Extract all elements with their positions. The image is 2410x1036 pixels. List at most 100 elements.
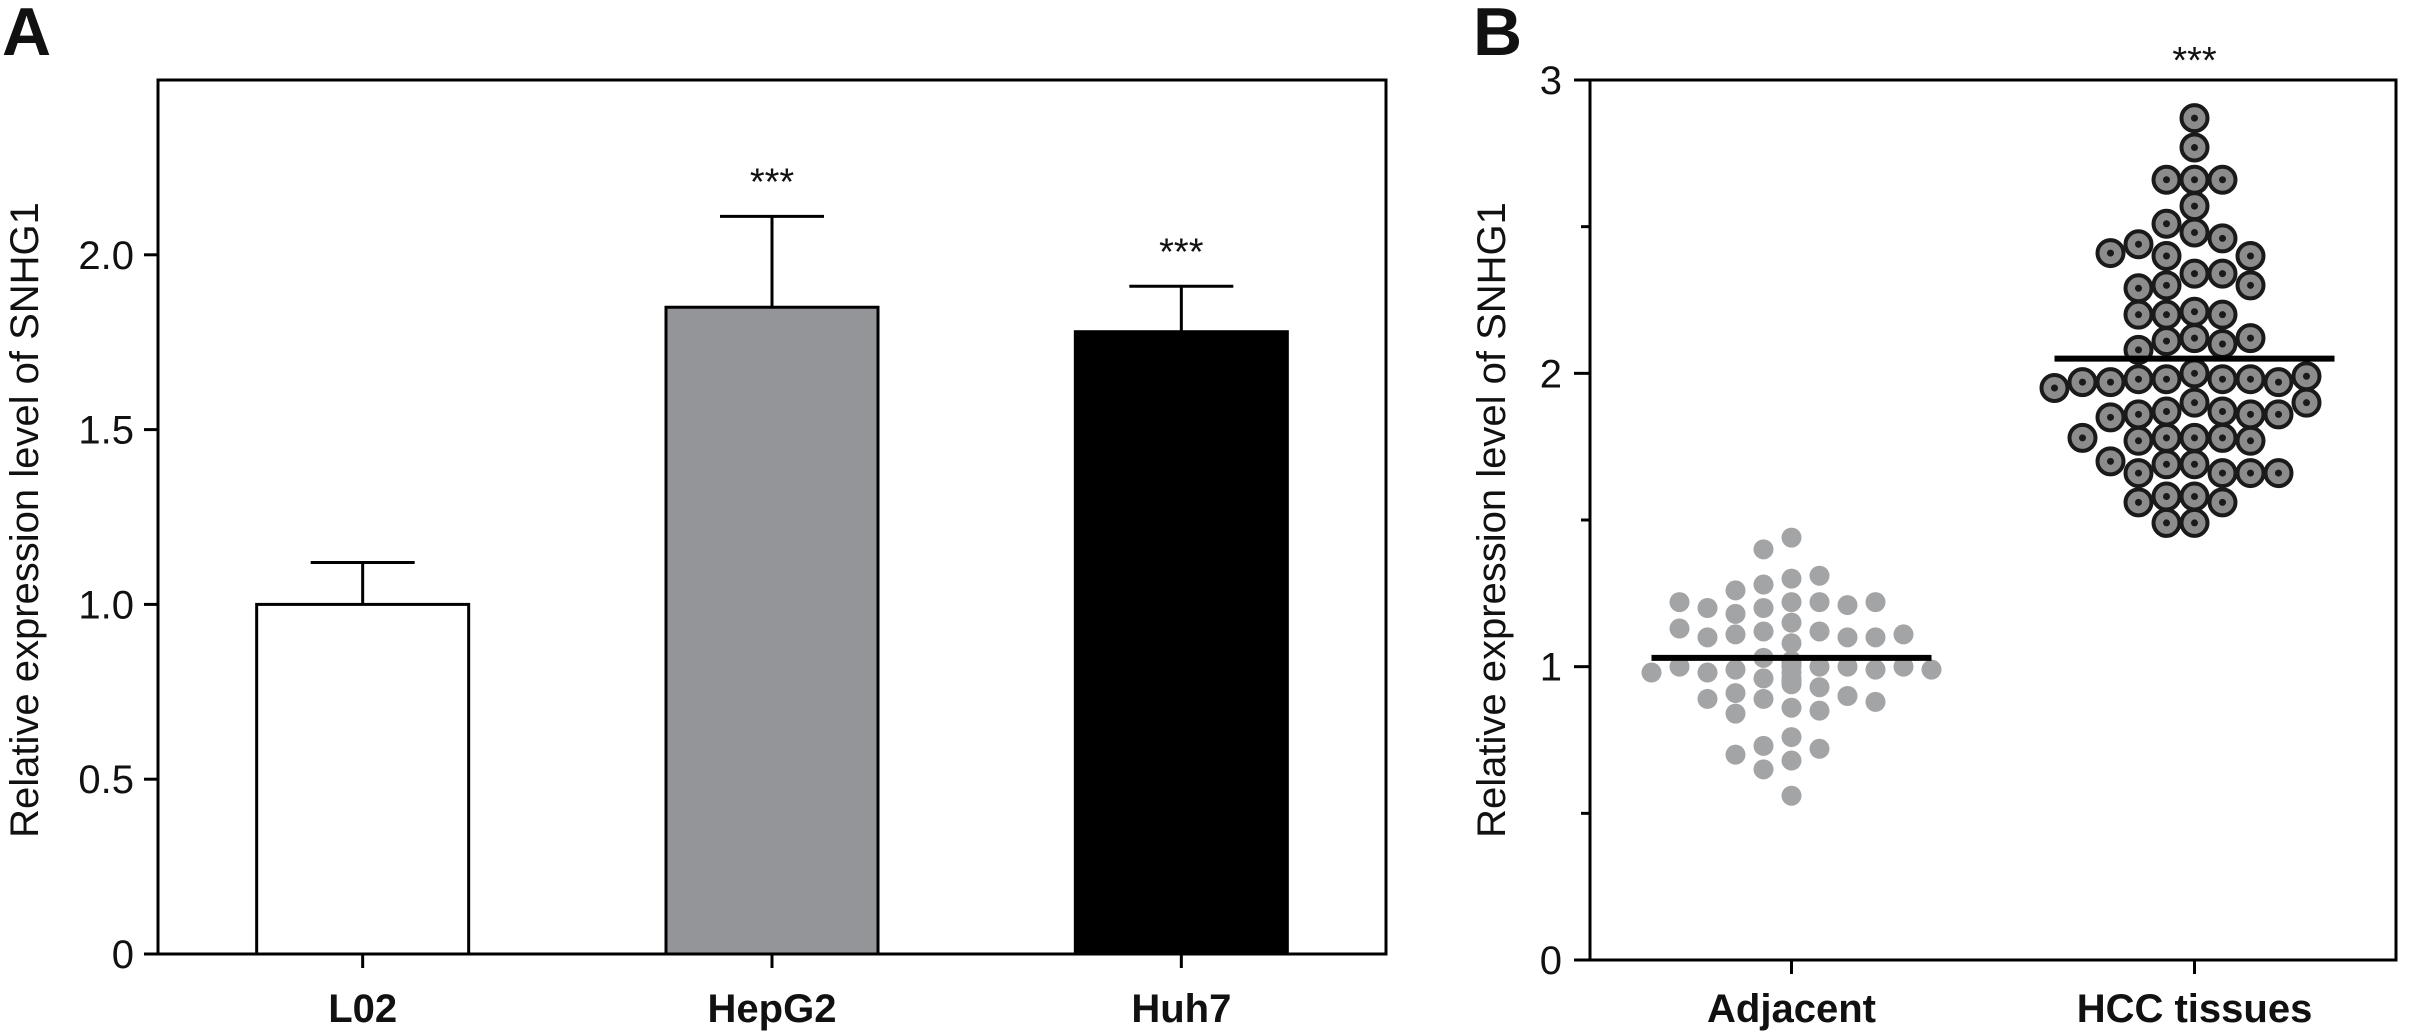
data-point-center [2191, 270, 2198, 278]
data-point-center [2163, 493, 2170, 501]
data-point-center [2135, 469, 2142, 477]
data-point [1725, 683, 1746, 704]
data-point-center [2247, 437, 2254, 445]
data-point-center [2275, 378, 2282, 386]
y-axis-ticks-b: 0 1 2 3 [1540, 59, 1590, 983]
data-point [1725, 659, 1746, 680]
y-tick-label: 0 [1540, 939, 1562, 983]
data-point-center [2303, 372, 2310, 380]
data-point [1753, 539, 1774, 560]
data-point [1865, 592, 1886, 613]
data-point [1669, 592, 1690, 613]
data-point [1837, 656, 1858, 677]
x-category-label: Huh7 [1131, 987, 1231, 1031]
data-point [1697, 598, 1718, 618]
data-point-center [2219, 311, 2226, 319]
data-point-center [2163, 460, 2170, 468]
data-point-center [2219, 270, 2226, 278]
data-point [1725, 703, 1746, 724]
data-point-center [2163, 176, 2170, 184]
data-point [1837, 686, 1858, 706]
bars-a: *** *** [255, 161, 1289, 956]
x-category-label: HCC tissues [2077, 987, 2313, 1031]
y-tick-label: 0 [112, 933, 134, 977]
data-point-center [2163, 281, 2170, 289]
data-point [1753, 759, 1774, 780]
points-b: *** [1641, 40, 2335, 806]
data-point [1809, 700, 1830, 721]
data-point-center [2191, 114, 2198, 122]
data-point [1781, 668, 1802, 689]
data-point-center [2247, 469, 2254, 477]
data-point [1837, 627, 1858, 648]
x-category-label: HepG2 [708, 987, 837, 1031]
panel-letter-b: B [1473, 0, 1522, 70]
data-point-center [2163, 311, 2170, 319]
data-point-center [2219, 176, 2226, 184]
y-tick-label: 1 [1540, 646, 1562, 690]
data-point-center [2163, 375, 2170, 383]
bar-Huh7 [1073, 330, 1289, 956]
data-point [1893, 624, 1914, 645]
data-point-center [2191, 143, 2198, 151]
data-point-center [2079, 434, 2086, 442]
data-point-center [2247, 281, 2254, 289]
y-axis-title-a: Relative expression level of SNHG1 [3, 202, 47, 838]
data-point [1753, 598, 1774, 618]
plot-frame-b [1588, 78, 2398, 962]
data-point [1697, 688, 1718, 709]
data-point-center [2303, 399, 2310, 407]
data-point [1669, 656, 1690, 677]
y-tick-label: 3 [1540, 59, 1562, 103]
x-category-label: L02 [328, 987, 397, 1031]
data-point [1781, 592, 1802, 613]
data-point-center [2135, 240, 2142, 248]
data-point-center [2191, 434, 2198, 442]
data-point-center [2163, 407, 2170, 415]
data-point-center [2135, 375, 2142, 383]
data-point [1753, 735, 1774, 756]
data-point-center [2135, 410, 2142, 418]
data-point [1893, 656, 1914, 677]
data-point [1809, 592, 1830, 613]
y-axis-ticks-a: 0 0.5 1.0 1.5 2.0 [78, 234, 158, 977]
data-point-center [2219, 340, 2226, 348]
data-point-center [2275, 469, 2282, 477]
data-point [1725, 580, 1746, 601]
bar-HepG2 [664, 305, 880, 956]
data-point [1781, 568, 1802, 589]
data-point-center [2247, 410, 2254, 418]
data-point [1725, 744, 1746, 765]
x-axis-categories-a: L02 HepG2 Huh7 [328, 954, 1231, 1031]
panel-a-bar-chart: A Relative expression level of SNHG1 0 0.… [2, 0, 1388, 1031]
data-point-center [2191, 399, 2198, 407]
data-point [1837, 595, 1858, 616]
y-tick-label: 2.0 [78, 234, 134, 278]
data-point [1781, 727, 1802, 748]
data-point-center [2163, 519, 2170, 527]
data-point-center [2275, 410, 2282, 418]
data-point-center [2135, 284, 2142, 292]
data-point-center [2219, 469, 2226, 477]
data-point-center [2219, 375, 2226, 383]
data-point-center [2135, 437, 2142, 445]
data-point [1781, 785, 1802, 806]
data-point-center [2191, 176, 2198, 184]
data-point-center [2191, 308, 2198, 316]
data-point-center [2051, 384, 2058, 392]
y-tick-label: 1.0 [78, 583, 134, 627]
bar-L02 [255, 602, 471, 956]
data-point-center [2219, 234, 2226, 242]
data-point [1753, 574, 1774, 595]
data-point-center [2219, 434, 2226, 442]
x-axis-categories-b: Adjacent HCC tissues [1707, 960, 2312, 1031]
data-point-center [2191, 493, 2198, 501]
data-point [1865, 659, 1886, 680]
data-point [1753, 668, 1774, 689]
data-point [1781, 633, 1802, 654]
panel-b-scatter-chart: B Relative expression level of SNHG1 0 1 2… [1470, 0, 2398, 1031]
data-point [1697, 662, 1718, 683]
data-point [1669, 618, 1690, 639]
significance-HepG2: *** [750, 161, 795, 203]
